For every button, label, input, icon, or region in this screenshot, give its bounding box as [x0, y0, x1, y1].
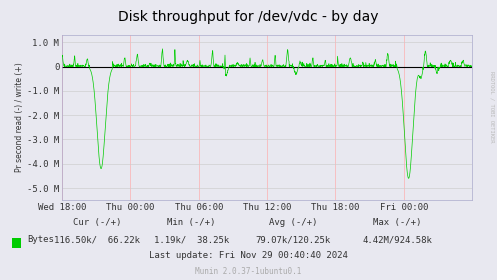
Text: Cur (-/+): Cur (-/+) [73, 218, 121, 227]
Text: Bytes: Bytes [27, 235, 54, 244]
Text: Avg (-/+): Avg (-/+) [269, 218, 318, 227]
Text: Munin 2.0.37-1ubuntu0.1: Munin 2.0.37-1ubuntu0.1 [195, 267, 302, 276]
Text: 4.42M/924.58k: 4.42M/924.58k [363, 235, 432, 244]
Text: 116.50k/  66.22k: 116.50k/ 66.22k [54, 235, 140, 244]
Text: Max (-/+): Max (-/+) [373, 218, 422, 227]
Text: Disk throughput for /dev/vdc - by day: Disk throughput for /dev/vdc - by day [118, 10, 379, 24]
Text: Min (-/+): Min (-/+) [167, 218, 216, 227]
Text: 1.19k/  38.25k: 1.19k/ 38.25k [154, 235, 229, 244]
Y-axis label: Pr second read (-) / write (+): Pr second read (-) / write (+) [15, 63, 24, 172]
Text: Last update: Fri Nov 29 00:40:40 2024: Last update: Fri Nov 29 00:40:40 2024 [149, 251, 348, 260]
Text: 79.07k/120.25k: 79.07k/120.25k [255, 235, 331, 244]
Text: RRDTOOL / TOBI OETIKER: RRDTOOL / TOBI OETIKER [490, 71, 495, 142]
